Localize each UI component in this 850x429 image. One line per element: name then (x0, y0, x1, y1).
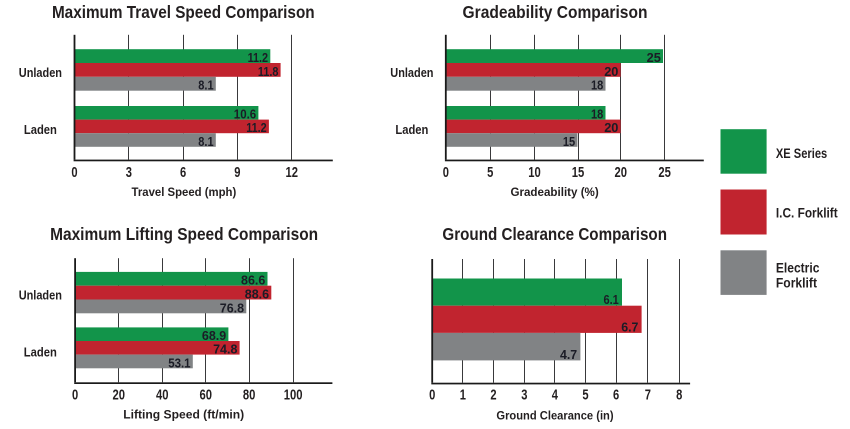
svg-text:100: 100 (284, 386, 303, 403)
svg-text:60: 60 (199, 386, 212, 403)
svg-text:Ground Clearance (in): Ground Clearance (in) (496, 409, 613, 423)
svg-text:Forklift: Forklift (776, 275, 818, 290)
svg-text:Laden: Laden (24, 122, 57, 137)
svg-text:20: 20 (604, 64, 618, 79)
svg-text:Gradeability Comparison: Gradeability Comparison (463, 2, 648, 22)
svg-text:1: 1 (460, 386, 466, 403)
svg-text:8.1: 8.1 (198, 134, 213, 149)
svg-text:0: 0 (429, 386, 435, 403)
svg-text:20: 20 (615, 164, 628, 181)
svg-text:7: 7 (645, 386, 651, 403)
svg-text:15: 15 (572, 164, 585, 181)
svg-text:18: 18 (591, 107, 603, 122)
svg-text:Maximum Lifting Speed Comparis: Maximum Lifting Speed Comparison (50, 224, 318, 244)
svg-text:2: 2 (490, 386, 496, 403)
svg-text:40: 40 (156, 386, 169, 403)
svg-text:11.2: 11.2 (248, 50, 269, 65)
svg-text:68.9: 68.9 (202, 328, 226, 343)
svg-text:6: 6 (180, 164, 186, 181)
svg-text:Maximum Travel Speed Compariso: Maximum Travel Speed Comparison (52, 2, 315, 22)
svg-text:Unladen: Unladen (19, 288, 62, 303)
svg-text:8: 8 (676, 386, 682, 403)
svg-text:5: 5 (487, 164, 493, 181)
svg-text:6: 6 (613, 386, 619, 403)
svg-text:20: 20 (604, 120, 618, 135)
svg-text:0: 0 (71, 164, 77, 181)
svg-text:80: 80 (243, 386, 256, 403)
svg-text:5: 5 (582, 386, 588, 403)
svg-text:18: 18 (591, 78, 603, 93)
svg-text:6.7: 6.7 (621, 319, 638, 334)
svg-text:Ground Clearance Comparison: Ground Clearance Comparison (442, 224, 667, 244)
svg-text:3: 3 (521, 386, 527, 403)
svg-text:3: 3 (126, 164, 132, 181)
svg-text:20: 20 (112, 386, 125, 403)
svg-text:Electric: Electric (776, 260, 820, 275)
svg-text:10: 10 (528, 164, 541, 181)
svg-text:Unladen: Unladen (19, 65, 62, 80)
svg-text:4: 4 (552, 386, 559, 403)
svg-text:11.8: 11.8 (258, 64, 279, 79)
svg-text:76.8: 76.8 (220, 300, 244, 315)
svg-text:15: 15 (563, 134, 575, 149)
svg-text:10.6: 10.6 (234, 107, 256, 122)
svg-text:12: 12 (285, 164, 298, 181)
svg-text:Gradeability (%): Gradeability (%) (510, 185, 598, 199)
svg-text:Unladen: Unladen (390, 65, 433, 80)
svg-text:I.C. Forklift: I.C. Forklift (776, 205, 838, 220)
svg-text:4.7: 4.7 (560, 347, 577, 362)
svg-text:86.6: 86.6 (241, 273, 265, 288)
svg-text:XE Series: XE Series (776, 146, 827, 161)
svg-text:Laden: Laden (24, 345, 57, 360)
svg-text:53.1: 53.1 (168, 355, 190, 370)
svg-text:Lifting Speed (ft/min): Lifting Speed (ft/min) (123, 408, 244, 422)
svg-text:0: 0 (443, 164, 449, 181)
svg-text:8.1: 8.1 (198, 78, 213, 93)
svg-text:88.6: 88.6 (245, 287, 269, 302)
svg-text:25: 25 (658, 164, 671, 181)
svg-text:6.1: 6.1 (604, 292, 619, 307)
svg-text:74.8: 74.8 (213, 342, 237, 357)
svg-text:Travel Speed (mph): Travel Speed (mph) (132, 185, 237, 199)
svg-text:Laden: Laden (395, 122, 428, 137)
svg-text:9: 9 (234, 164, 240, 181)
svg-text:0: 0 (72, 386, 78, 403)
svg-text:11.2: 11.2 (246, 120, 267, 135)
svg-text:25: 25 (647, 50, 661, 65)
